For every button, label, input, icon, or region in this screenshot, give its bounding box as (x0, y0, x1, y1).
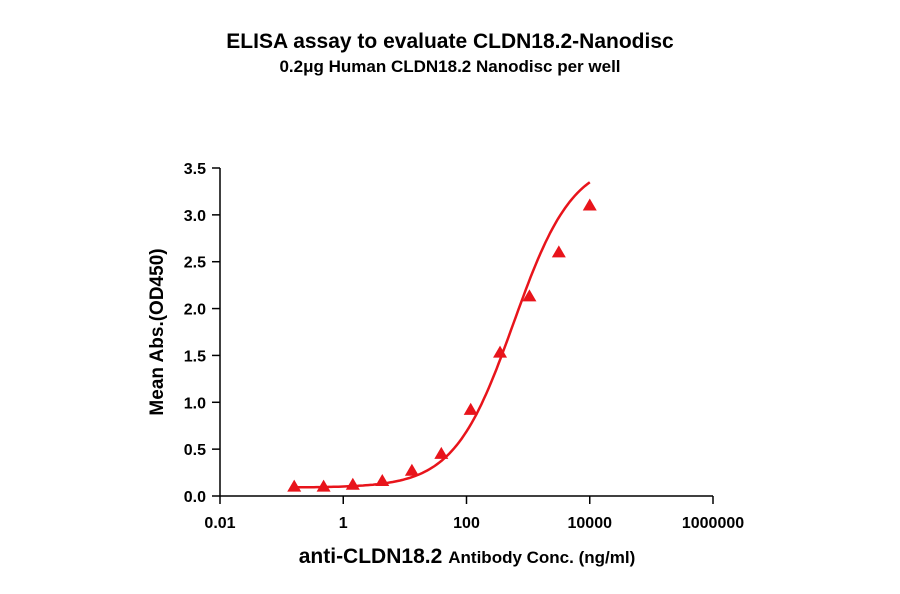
fit-curve (294, 181, 591, 489)
y-tick-label: 0.0 (184, 489, 206, 506)
data-point-triangle (345, 477, 360, 490)
y-axis-label: Mean Abs.(OD450) (147, 248, 168, 415)
data-points (287, 198, 597, 492)
y-tick-label: 3.5 (184, 161, 206, 178)
y-tick-label: 1.5 (184, 348, 206, 365)
x-axis-label: anti-CLDN18.2 Antibody Conc. (ng/ml) (299, 545, 636, 568)
y-tick-label: 2.5 (184, 255, 206, 272)
data-point-triangle (434, 446, 449, 459)
data-point-triangle (582, 198, 597, 211)
data-point-triangle (522, 289, 537, 302)
data-point-triangle (375, 474, 390, 487)
y-tick-label: 2.0 (184, 302, 206, 319)
x-tick-label: 1 (339, 515, 348, 532)
x-tick-label: 0.01 (204, 515, 235, 532)
x-tick-label: 1000000 (682, 515, 744, 532)
data-point-triangle (463, 402, 478, 415)
x-tick-label: 10000 (568, 515, 613, 532)
chart-title: ELISA assay to evaluate CLDN18.2-Nanodis… (226, 30, 674, 53)
y-tick-label: 1.0 (184, 395, 206, 412)
data-point-triangle (316, 479, 331, 492)
y-tick-label: 0.5 (184, 442, 206, 459)
x-axis-ticks: 0.01 1 100 10000 1000000 (204, 496, 744, 532)
x-axis-label-main: anti-CLDN18.2 (299, 545, 443, 568)
x-tick-label: 100 (453, 515, 480, 532)
data-point-triangle (287, 479, 302, 492)
x-axis-label-rest: Antibody Conc. (ng/ml) (448, 548, 635, 567)
chart-subtitle: 0.2μg Human CLDN18.2 Nanodisc per well (279, 57, 620, 76)
y-axis-ticks: 0.0 0.5 1.0 1.5 2.0 2.5 3.0 3.5 (184, 161, 220, 506)
data-point-triangle (493, 345, 508, 358)
data-point-triangle (551, 245, 566, 258)
data-point-triangle (404, 463, 419, 476)
y-tick-label: 3.0 (184, 208, 206, 225)
